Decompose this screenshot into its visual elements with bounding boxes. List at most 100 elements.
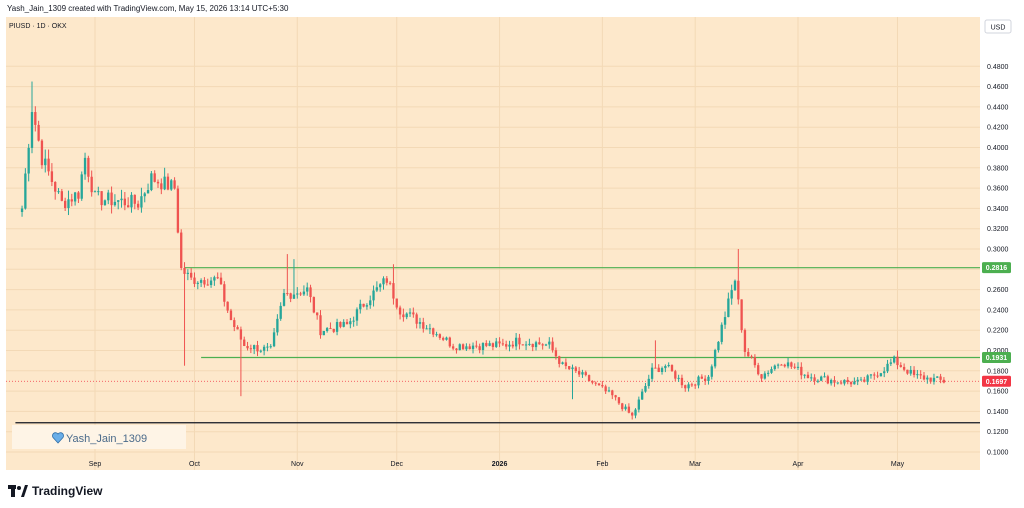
candle-body — [306, 287, 309, 292]
candle-body — [259, 350, 262, 352]
candle-body — [727, 298, 730, 318]
candle-body — [398, 307, 402, 315]
candle-body — [926, 377, 929, 380]
candle-body — [365, 305, 369, 307]
candle-body — [153, 173, 156, 182]
candle-body — [44, 158, 47, 166]
candle-body — [60, 191, 64, 201]
candle-body — [853, 381, 856, 385]
candle-body — [544, 344, 548, 346]
candle-body — [703, 378, 707, 382]
candle-body — [883, 371, 886, 374]
candle-body — [219, 277, 223, 285]
candle-body — [677, 377, 680, 379]
candle-body — [87, 157, 90, 177]
candle-body — [126, 205, 130, 208]
candle-body — [47, 158, 50, 172]
candle-body — [750, 356, 753, 358]
candle-body — [740, 299, 743, 331]
candle-body — [839, 382, 843, 384]
candle-body — [528, 343, 531, 345]
candle-body — [501, 343, 505, 345]
candle-body — [100, 191, 103, 206]
candle-body — [309, 287, 312, 298]
candle-body — [568, 366, 571, 370]
candle-body — [879, 373, 883, 377]
tradingview-logo[interactable]: TradingView — [8, 483, 102, 499]
time-axis[interactable]: Sep Oct Nov Dec 2026 Feb Mar Apr May — [89, 461, 905, 468]
y-tick-label: 0.2000 — [987, 348, 1009, 355]
candle-body — [597, 383, 601, 386]
candle-body — [130, 194, 133, 208]
candle-body — [206, 284, 209, 286]
candle-body — [707, 376, 710, 382]
level-price-label: 0.2816 — [986, 265, 1008, 272]
candle-body — [203, 280, 206, 285]
candle-body — [342, 321, 345, 327]
candle-body — [481, 343, 485, 351]
candle-body — [863, 379, 866, 382]
candle-body — [873, 374, 876, 376]
candle-body — [581, 372, 584, 375]
x-tick-label: Feb — [596, 461, 608, 468]
candle-body — [362, 303, 365, 307]
candle-body — [170, 180, 173, 190]
candle-body — [83, 157, 87, 175]
candle-body — [395, 298, 398, 308]
candle-body — [133, 194, 136, 204]
y-tick-label: 0.1600 — [987, 389, 1009, 396]
candle-body — [694, 384, 697, 386]
candle-body — [936, 376, 939, 378]
candle-body — [773, 365, 776, 370]
candle-body — [806, 374, 810, 379]
watermark-text: Yash_Jain_1309 — [66, 433, 147, 445]
currency-box[interactable]: USD — [984, 19, 1012, 34]
candle-body — [50, 171, 54, 182]
candle-body — [445, 337, 448, 340]
candle-body — [640, 391, 644, 400]
candle-body — [505, 344, 508, 347]
candle-body — [690, 384, 694, 386]
candle-body — [584, 372, 587, 376]
candle-body — [458, 344, 461, 351]
candle-body — [684, 385, 687, 389]
candle-body — [253, 345, 256, 350]
price-axis[interactable]: 0.4800 0.4600 0.4400 0.4200 0.4000 0.3800 0.36… — [982, 64, 1011, 457]
candle-body — [73, 192, 77, 202]
candle-body — [929, 377, 932, 382]
candle-body — [372, 290, 375, 301]
candle-body — [379, 284, 382, 288]
candle-body — [823, 376, 826, 378]
candle-body — [723, 317, 727, 325]
candle-body — [780, 364, 783, 366]
candle-body — [518, 337, 521, 345]
candle-body — [697, 376, 700, 386]
candle-body — [919, 374, 922, 376]
candle-body — [186, 272, 190, 274]
candle-body — [650, 367, 654, 379]
candle-body — [800, 366, 803, 376]
candle-body — [488, 343, 491, 346]
candle-body — [654, 367, 657, 369]
x-tick-label: Mar — [689, 461, 702, 468]
candle-body — [554, 350, 558, 357]
candle-body — [299, 293, 302, 295]
candle-body — [607, 390, 611, 392]
y-tick-label: 0.3600 — [987, 186, 1009, 193]
candle-body — [120, 198, 123, 201]
candle-body — [465, 346, 468, 350]
candle-body — [316, 312, 319, 316]
candle-body — [272, 332, 276, 347]
candle-body — [103, 200, 107, 206]
candle-body — [524, 344, 528, 346]
attribution-header: Yash_Jain_1309 created with TradingView.… — [7, 4, 289, 13]
y-tick-label: 0.2600 — [987, 287, 1009, 294]
candle-body — [448, 337, 451, 347]
candle-body — [468, 346, 471, 350]
candle-body — [939, 376, 942, 380]
candle-body — [352, 320, 355, 322]
candle-body — [783, 364, 786, 367]
candle-body — [541, 344, 544, 346]
candle-body — [763, 373, 767, 379]
